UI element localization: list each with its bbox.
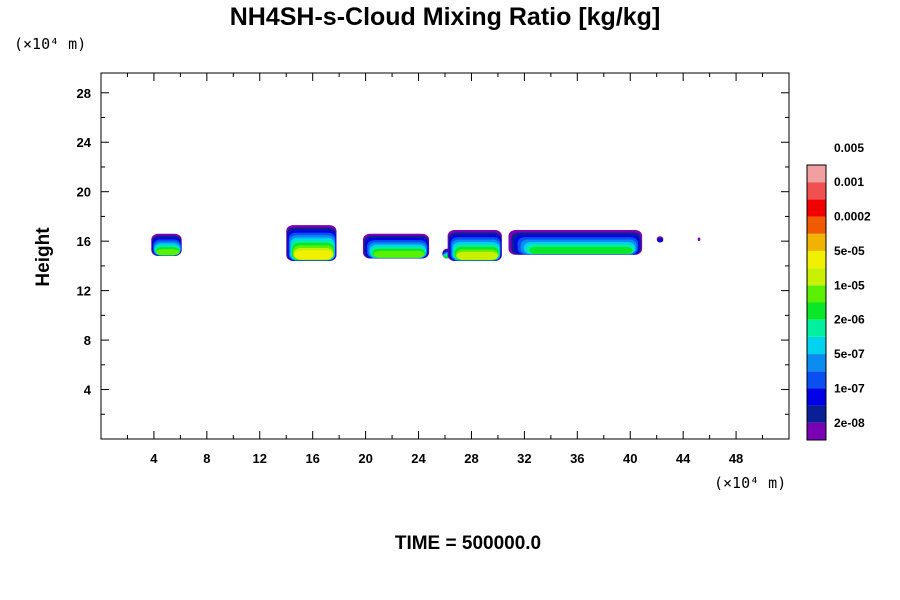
x-tick-label: 4 — [150, 451, 158, 466]
colorbar-swatch — [807, 388, 826, 406]
colorbar-swatch — [807, 268, 826, 286]
x-tick-label: 20 — [358, 451, 372, 466]
cloud-blob — [656, 236, 664, 243]
colorbar-label: 0.005 — [834, 141, 864, 155]
x-tick-label: 28 — [464, 451, 478, 466]
colorbar-swatch — [807, 302, 826, 320]
x-tick-label: 40 — [623, 451, 637, 466]
colorbar-swatch — [807, 354, 826, 372]
y-tick-label: 20 — [77, 185, 91, 200]
colorbar-label: 1e-05 — [834, 278, 865, 292]
cloud-level — [373, 250, 425, 258]
colorbar-swatch — [807, 319, 826, 337]
cloud-level — [529, 246, 633, 254]
colorbar-label: 2e-08 — [834, 416, 865, 430]
x-tick-label: 12 — [253, 451, 267, 466]
x-unit-label: (×10⁴ m) — [714, 474, 786, 492]
cloud-blob — [362, 233, 430, 259]
cloud-blob — [286, 225, 337, 261]
x-tick-label: 8 — [203, 451, 210, 466]
cloud-level — [294, 250, 333, 260]
colorbar-frame — [806, 164, 827, 441]
x-tick-label: 36 — [570, 451, 584, 466]
cloud-blob — [697, 237, 701, 242]
colorbar-swatch — [807, 405, 826, 423]
time-label: TIME = 500000.0 — [395, 533, 541, 554]
colorbar-label: 2e-06 — [834, 313, 865, 327]
cloud-level — [657, 239, 663, 243]
y-unit-label: (×10⁴ m) — [14, 35, 86, 53]
y-tick-label: 24 — [77, 135, 92, 150]
cloud-blob — [508, 230, 643, 255]
colorbar-swatch — [807, 422, 826, 440]
colorbar-label: 5e-07 — [834, 347, 865, 361]
y-axis-title: Height — [33, 227, 54, 287]
colorbar-swatch — [807, 371, 826, 389]
y-tick-label: 4 — [84, 383, 92, 398]
chart-title: NH4SH-s-Cloud Mixing Ratio [kg/kg] — [230, 3, 661, 31]
x-tick-label: 32 — [517, 451, 531, 466]
y-tick-label: 28 — [77, 86, 91, 101]
cloud-level — [697, 237, 701, 242]
colorbar-swatch — [807, 182, 826, 200]
cloud-blob — [151, 233, 182, 256]
colorbar-swatch — [807, 336, 826, 355]
colorbar-swatch — [807, 285, 826, 303]
colorbar-swatch — [807, 199, 826, 217]
y-tick-label: 8 — [84, 333, 91, 348]
colorbar-swatch — [807, 250, 826, 269]
cloud-field — [151, 225, 701, 261]
colorbar-label: 5e-05 — [834, 244, 865, 258]
cloud-level — [156, 249, 180, 256]
x-tick-label: 24 — [411, 451, 426, 466]
cloud-blob — [447, 230, 502, 261]
colorbar-label: 0.0002 — [834, 210, 871, 224]
y-tick-label: 12 — [77, 284, 91, 299]
x-tick-label: 44 — [676, 451, 691, 466]
colorbar-swatch — [807, 165, 826, 183]
colorbar-swatch — [807, 233, 826, 251]
x-tick-label: 16 — [305, 451, 319, 466]
x-tick-label: 48 — [729, 451, 743, 466]
y-tick-label: 16 — [77, 234, 91, 249]
colorbar-label: 0.001 — [834, 175, 864, 189]
plot-frame — [100, 72, 790, 440]
cloud-level — [456, 251, 498, 260]
colorbar: 2e-08 1e-07 5e-07 2e-06 1e-05 5e-05 0.0002 0.00… — [806, 141, 871, 441]
colorbar-swatch — [807, 216, 826, 234]
colorbar-label: 1e-07 — [834, 381, 865, 395]
